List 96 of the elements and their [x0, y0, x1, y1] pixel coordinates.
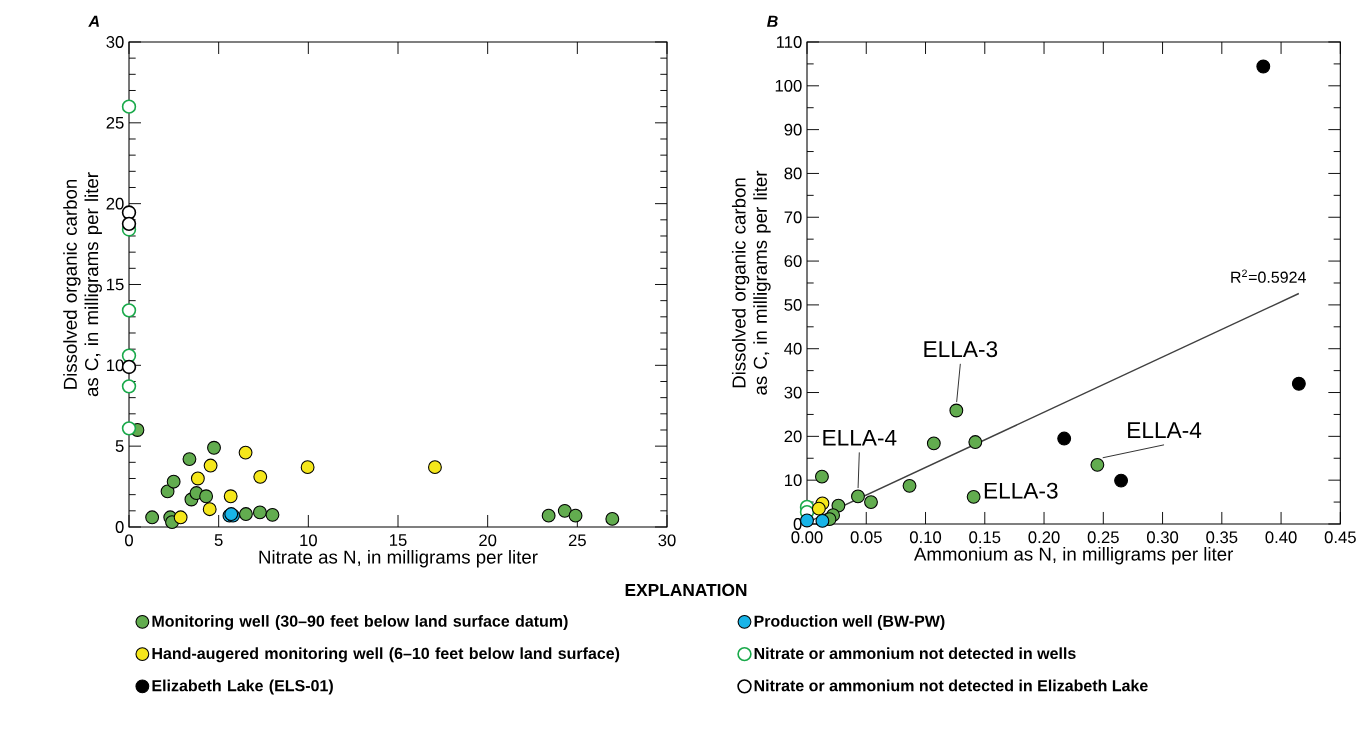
point	[428, 460, 442, 475]
point	[173, 510, 188, 525]
point	[300, 460, 315, 475]
point	[121, 379, 137, 394]
point	[199, 489, 214, 504]
point	[223, 489, 238, 504]
annotation: ELLA-4	[823, 429, 897, 446]
x-tick-label: 30	[658, 534, 676, 547]
point	[182, 452, 197, 467]
point	[190, 471, 205, 486]
legend-label: Monitoring well (30–90 feet below land surface datum)	[152, 615, 568, 631]
y-tick-label: 25	[106, 116, 124, 129]
point	[121, 216, 137, 232]
x-tick-label: 0.35	[1206, 531, 1238, 544]
x-tick-label: 0.10	[909, 531, 942, 544]
chart-title: A	[88, 15, 99, 27]
point	[864, 495, 878, 510]
y-tick-label: 70	[784, 211, 802, 224]
y-tick-label: 50	[784, 299, 802, 311]
x-tick-label: 0.20	[1028, 531, 1060, 544]
point	[815, 469, 829, 484]
y-tick-label: 100	[775, 79, 802, 92]
y-tick-label: 0	[793, 518, 802, 530]
legend-label: Hand-augered monitoring well (6–10 feet below land surface)	[152, 647, 620, 663]
point	[1291, 376, 1306, 391]
point	[902, 478, 917, 493]
point	[557, 503, 572, 518]
point	[121, 303, 137, 318]
point	[815, 513, 830, 528]
y-tick-label: 10	[785, 474, 802, 487]
x-tick-label: 15	[390, 534, 407, 546]
point	[121, 421, 137, 436]
y-tick-label: 90	[784, 123, 802, 136]
x-tick-label: 0	[125, 534, 133, 547]
x-tick-label: 10	[300, 534, 317, 547]
point	[1090, 457, 1105, 472]
point	[1114, 473, 1129, 488]
point	[202, 502, 217, 517]
text: Elizabeth Lake (ELS-01)	[152, 679, 333, 695]
annotation: R$^{2}$=0.5924	[1231, 269, 1306, 283]
legend-label: Production well (BW-PW)	[754, 615, 945, 630]
point	[926, 436, 941, 451]
point	[166, 474, 181, 489]
y-tick-label: 0	[115, 521, 124, 533]
y-tick-label: 20	[784, 430, 802, 443]
y-tick-label: 80	[784, 167, 802, 180]
point	[207, 440, 221, 455]
x-tick-label: 0.25	[1087, 531, 1119, 544]
point	[851, 489, 865, 504]
chart-title: B	[767, 15, 778, 27]
point	[203, 458, 218, 473]
x-tick-label: 0.00	[791, 531, 823, 544]
x-tick-label: 25	[568, 534, 586, 547]
x-tick-label: 0.45	[1324, 531, 1356, 544]
legend-title: EXPLANATION	[625, 583, 747, 597]
x-tick-label: 0.30	[1146, 531, 1179, 544]
y-tick-label: 20	[106, 197, 124, 210]
legend-label: Nitrate or ammonium not detected in Elizabeth Lake	[754, 679, 1148, 692]
y-axis-title: Dissolved organic carbon as C, in milligrams per liter	[63, 172, 102, 397]
x-tick-label: 0.05	[850, 531, 882, 544]
x-axis-title: Nitrate as N, in milligrams per liter	[259, 549, 538, 568]
point	[968, 435, 983, 449]
x-axis-title: Ammonium as N, in milligrams per liter	[913, 546, 1234, 565]
point	[1057, 431, 1072, 446]
y-tick-label: 40	[784, 342, 802, 355]
x-tick-label: 20	[479, 534, 497, 547]
point	[238, 445, 253, 460]
y-tick-label: 5	[115, 440, 124, 452]
y-tick-label: 60	[784, 255, 802, 267]
y-tick-label: 110	[777, 36, 802, 48]
y-tick-label: 30	[106, 36, 124, 48]
point	[800, 513, 814, 528]
y-tick-label: 30	[784, 386, 802, 399]
point	[1256, 59, 1271, 74]
y-tick-label: 15	[107, 278, 124, 291]
point	[160, 484, 175, 499]
point	[253, 469, 268, 484]
point	[966, 489, 981, 504]
x-tick-label: 0.40	[1265, 531, 1297, 544]
point	[238, 507, 253, 521]
legend-label: Nitrate or ammonium not detected in wells	[754, 647, 1076, 660]
annotation: ELLA-3	[984, 482, 1058, 499]
point	[145, 510, 160, 525]
point	[811, 501, 826, 516]
x-tick-label: 5	[214, 534, 223, 546]
point	[265, 507, 280, 522]
point	[252, 505, 267, 520]
annotation: ELLA-4	[1128, 422, 1202, 438]
x-tick-label: 0.15	[969, 531, 1001, 544]
point	[949, 403, 964, 418]
annotation: ELLA-3	[924, 341, 998, 358]
y-axis-title: Dissolved organic carbon as C, in milligrams per liter	[731, 170, 771, 395]
point	[568, 508, 583, 523]
point	[605, 511, 620, 526]
point	[541, 508, 556, 523]
point	[121, 99, 137, 114]
